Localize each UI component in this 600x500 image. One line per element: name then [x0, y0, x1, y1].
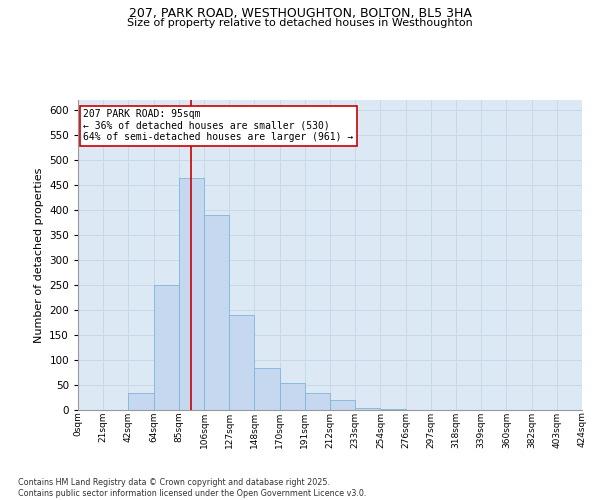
Bar: [128, 392, 154, 410]
Bar: [355, 408, 380, 410]
Bar: [229, 315, 254, 410]
Text: 207 PARK ROAD: 95sqm
← 36% of detached houses are smaller (530)
64% of semi-deta: 207 PARK ROAD: 95sqm ← 36% of detached h…: [83, 110, 353, 142]
Bar: [254, 368, 280, 410]
Bar: [280, 382, 305, 410]
Bar: [204, 215, 229, 410]
Text: 207, PARK ROAD, WESTHOUGHTON, BOLTON, BL5 3HA: 207, PARK ROAD, WESTHOUGHTON, BOLTON, BL…: [128, 8, 472, 20]
Text: Contains HM Land Registry data © Crown copyright and database right 2025.
Contai: Contains HM Land Registry data © Crown c…: [18, 478, 367, 498]
Text: Size of property relative to detached houses in Westhoughton: Size of property relative to detached ho…: [127, 18, 473, 28]
Bar: [380, 408, 406, 410]
Bar: [154, 285, 179, 410]
Y-axis label: Number of detached properties: Number of detached properties: [34, 168, 44, 342]
Bar: [305, 392, 330, 410]
Bar: [179, 178, 204, 410]
Bar: [330, 400, 355, 410]
